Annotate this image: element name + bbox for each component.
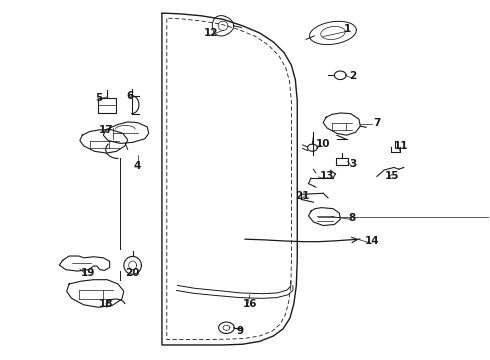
Text: 18: 18: [98, 299, 113, 309]
Text: 11: 11: [394, 141, 409, 151]
Text: 12: 12: [203, 28, 218, 38]
Text: 9: 9: [237, 325, 244, 336]
Text: 4: 4: [134, 161, 141, 171]
Text: 5: 5: [95, 93, 102, 103]
Text: 16: 16: [243, 299, 257, 309]
Text: 15: 15: [384, 171, 399, 181]
Text: 1: 1: [344, 24, 351, 35]
Text: 17: 17: [98, 125, 113, 135]
Text: 10: 10: [316, 139, 330, 149]
Text: 6: 6: [126, 91, 134, 101]
Text: 21: 21: [295, 191, 310, 201]
Text: 20: 20: [125, 268, 140, 278]
Text: 14: 14: [365, 236, 379, 246]
Bar: [98, 98, 116, 113]
Text: 13: 13: [320, 171, 334, 181]
Text: 8: 8: [349, 213, 356, 222]
Text: 7: 7: [373, 118, 381, 128]
Text: 19: 19: [80, 268, 95, 278]
Text: 2: 2: [349, 71, 356, 81]
Text: 3: 3: [349, 159, 356, 169]
